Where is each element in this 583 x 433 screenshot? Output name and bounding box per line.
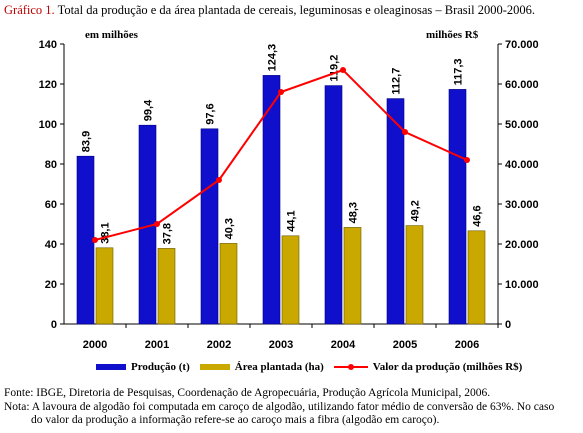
chart-notes: Fonte: IBGE, Diretoria de Pesquisas, Coo… bbox=[4, 387, 579, 428]
legend-label-producao: Produção (t) bbox=[131, 361, 190, 373]
left-axis-unit: em milhões bbox=[85, 29, 138, 41]
note-line-2: do valor da produção a informação refere… bbox=[31, 414, 440, 426]
legend-label-area: Área plantada (ha) bbox=[234, 361, 324, 373]
point-valor bbox=[216, 177, 222, 183]
chart-legend: Produção (t) Área plantada (ha) Valor da… bbox=[96, 361, 532, 373]
chart-title-prefix: Gráfico 1. bbox=[4, 3, 55, 17]
point-valor bbox=[402, 129, 408, 135]
legend-swatch-valor bbox=[333, 362, 368, 372]
right-axis-tick-label: 10.000 bbox=[505, 279, 539, 291]
bar-label-producao: 124,3 bbox=[267, 44, 279, 72]
x-axis-tick-label: 2006 bbox=[455, 339, 479, 351]
point-valor bbox=[154, 221, 160, 227]
bar-label-producao: 99,4 bbox=[143, 99, 155, 121]
x-axis-tick-label: 2005 bbox=[393, 339, 417, 351]
x-axis-tick-label: 2003 bbox=[269, 339, 293, 351]
bar-area bbox=[219, 243, 238, 325]
bar-producao bbox=[76, 155, 95, 325]
x-axis-tick-label: 2000 bbox=[83, 339, 107, 351]
bar-label-area: 38,1 bbox=[100, 222, 112, 243]
chart-title-text: Total da produção e da área plantada de … bbox=[54, 3, 536, 17]
bar-label-area: 48,3 bbox=[348, 202, 360, 223]
x-axis-tick-label: 2004 bbox=[331, 339, 356, 351]
bar-producao bbox=[324, 85, 343, 325]
bar-area bbox=[281, 235, 300, 325]
x-axis-tick-label: 2002 bbox=[207, 339, 231, 351]
bar-label-producao: 119,2 bbox=[329, 55, 341, 82]
legend-label-valor: Valor da produção (milhões R$) bbox=[372, 361, 523, 373]
bar-label-area: 49,2 bbox=[410, 200, 422, 221]
bar-producao bbox=[200, 128, 219, 325]
point-valor bbox=[92, 237, 98, 243]
bar-area bbox=[157, 248, 176, 325]
legend-swatch-producao bbox=[96, 364, 126, 370]
legend-item-producao: Produção (t) bbox=[96, 361, 190, 373]
left-axis-tick-label: 120 bbox=[39, 79, 57, 91]
legend-item-valor: Valor da produção (milhões R$) bbox=[333, 361, 523, 373]
right-axis-tick-label: 20.000 bbox=[505, 239, 539, 251]
chart-plot: 0 20 40 60 80 100 120 140 0 10.000 20.000 30.000 40.… bbox=[39, 39, 539, 351]
right-axis-tick-label: 40.000 bbox=[505, 159, 539, 171]
left-axis-tick-label: 140 bbox=[39, 39, 57, 51]
note-line-1: Nota: A lavoura de algodão foi computada… bbox=[4, 400, 555, 413]
right-axis-tick-label: 0 bbox=[505, 319, 511, 331]
left-axis-tick-label: 20 bbox=[45, 279, 57, 291]
right-axis-unit: milhões R$ bbox=[426, 29, 479, 41]
bar-label-producao: 83,9 bbox=[81, 131, 93, 152]
bar-label-area: 46,6 bbox=[472, 205, 484, 226]
bar-label-producao: 112,7 bbox=[391, 68, 403, 95]
bar-area bbox=[467, 230, 486, 325]
legend-swatch-area bbox=[199, 364, 230, 370]
bar-label-area: 44,1 bbox=[286, 210, 298, 231]
bar-area bbox=[405, 225, 424, 325]
bar-label-area: 40,3 bbox=[224, 218, 236, 239]
point-valor bbox=[464, 157, 470, 163]
bar-producao bbox=[386, 98, 405, 325]
left-axis-tick-label: 40 bbox=[45, 239, 57, 251]
left-axis-tick-label: 60 bbox=[45, 199, 57, 211]
bar-label-producao: 117,3 bbox=[453, 58, 465, 85]
bar-area bbox=[343, 227, 362, 325]
bar-producao bbox=[262, 75, 281, 325]
right-axis-tick-label: 50.000 bbox=[505, 119, 539, 131]
bar-label-area: 37,8 bbox=[162, 223, 174, 244]
bar-label-producao: 97,6 bbox=[205, 103, 217, 124]
right-axis-tick-label: 70.000 bbox=[505, 39, 539, 51]
chart-title: Gráfico 1. Total da produção e da área p… bbox=[4, 3, 535, 18]
point-valor bbox=[278, 89, 284, 95]
bar-area bbox=[95, 247, 114, 325]
legend-item-area: Área plantada (ha) bbox=[199, 361, 324, 373]
x-axis-tick-label: 2001 bbox=[145, 339, 169, 351]
source-note: Fonte: IBGE, Diretoria de Pesquisas, Coo… bbox=[4, 387, 491, 399]
bar-producao bbox=[448, 89, 467, 325]
right-axis-tick-label: 60.000 bbox=[505, 79, 539, 91]
right-axis-tick-label: 30.000 bbox=[505, 199, 539, 211]
left-axis-tick-label: 0 bbox=[51, 319, 57, 331]
point-valor bbox=[340, 67, 346, 73]
left-axis-tick-label: 100 bbox=[39, 119, 57, 131]
left-axis-tick-label: 80 bbox=[45, 159, 57, 171]
